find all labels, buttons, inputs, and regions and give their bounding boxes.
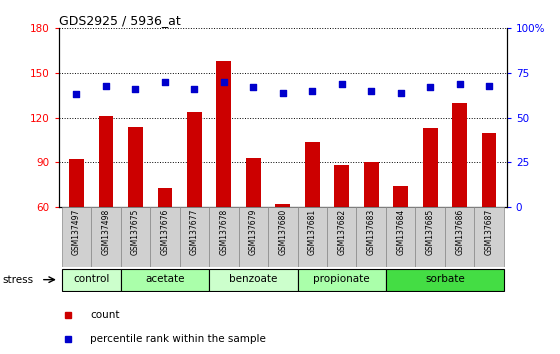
Text: count: count <box>90 310 120 320</box>
Bar <box>246 158 261 207</box>
Bar <box>239 207 268 267</box>
Text: GSM137685: GSM137685 <box>426 209 435 255</box>
Text: GSM137686: GSM137686 <box>455 209 464 255</box>
Point <box>72 92 81 97</box>
Bar <box>91 207 121 267</box>
Bar <box>305 142 320 207</box>
Bar <box>69 159 84 207</box>
Text: GSM137678: GSM137678 <box>220 209 228 255</box>
Bar <box>393 186 408 207</box>
Text: GSM137681: GSM137681 <box>308 209 317 255</box>
Bar <box>62 268 121 291</box>
Bar <box>187 112 202 207</box>
Text: GSM137680: GSM137680 <box>278 209 287 255</box>
Text: stress: stress <box>3 275 34 285</box>
Bar <box>297 268 386 291</box>
Point <box>367 88 376 94</box>
Bar <box>423 128 437 207</box>
Bar <box>128 127 143 207</box>
Text: percentile rank within the sample: percentile rank within the sample <box>90 334 266 344</box>
Bar <box>482 133 497 207</box>
Point <box>131 86 140 92</box>
Point <box>455 81 464 87</box>
Text: GSM137498: GSM137498 <box>101 209 110 255</box>
Bar <box>217 61 231 207</box>
Text: GSM137683: GSM137683 <box>367 209 376 255</box>
Text: propionate: propionate <box>314 274 370 284</box>
Text: GSM137682: GSM137682 <box>337 209 346 255</box>
Point <box>396 90 405 96</box>
Bar <box>276 204 290 207</box>
Text: GDS2925 / 5936_at: GDS2925 / 5936_at <box>59 14 180 27</box>
Text: benzoate: benzoate <box>229 274 278 284</box>
Bar <box>452 103 467 207</box>
Point <box>484 83 493 88</box>
Bar <box>99 116 113 207</box>
Bar <box>62 207 91 267</box>
Bar <box>121 207 150 267</box>
Bar <box>386 207 416 267</box>
Bar <box>150 207 180 267</box>
Text: GSM137677: GSM137677 <box>190 209 199 255</box>
Text: GSM137687: GSM137687 <box>484 209 493 255</box>
Point <box>190 86 199 92</box>
Text: GSM137679: GSM137679 <box>249 209 258 255</box>
Bar <box>327 207 357 267</box>
Bar <box>386 268 504 291</box>
Point <box>101 83 110 88</box>
Bar <box>357 207 386 267</box>
Bar <box>474 207 504 267</box>
Text: sorbate: sorbate <box>425 274 465 284</box>
Bar <box>416 207 445 267</box>
Bar <box>297 207 327 267</box>
Text: GSM137497: GSM137497 <box>72 209 81 255</box>
Bar <box>157 188 172 207</box>
Bar <box>209 207 239 267</box>
Point <box>308 88 317 94</box>
Bar <box>121 268 209 291</box>
Text: acetate: acetate <box>145 274 185 284</box>
Bar <box>268 207 297 267</box>
Text: GSM137676: GSM137676 <box>160 209 170 255</box>
Point <box>426 85 435 90</box>
Point <box>249 85 258 90</box>
Bar <box>209 268 297 291</box>
Bar <box>445 207 474 267</box>
Point <box>160 79 169 85</box>
Text: control: control <box>73 274 109 284</box>
Bar <box>364 162 379 207</box>
Bar <box>180 207 209 267</box>
Bar <box>334 165 349 207</box>
Point <box>220 79 228 85</box>
Point <box>337 81 346 87</box>
Text: GSM137684: GSM137684 <box>396 209 405 255</box>
Point <box>278 90 287 96</box>
Text: GSM137675: GSM137675 <box>131 209 140 255</box>
